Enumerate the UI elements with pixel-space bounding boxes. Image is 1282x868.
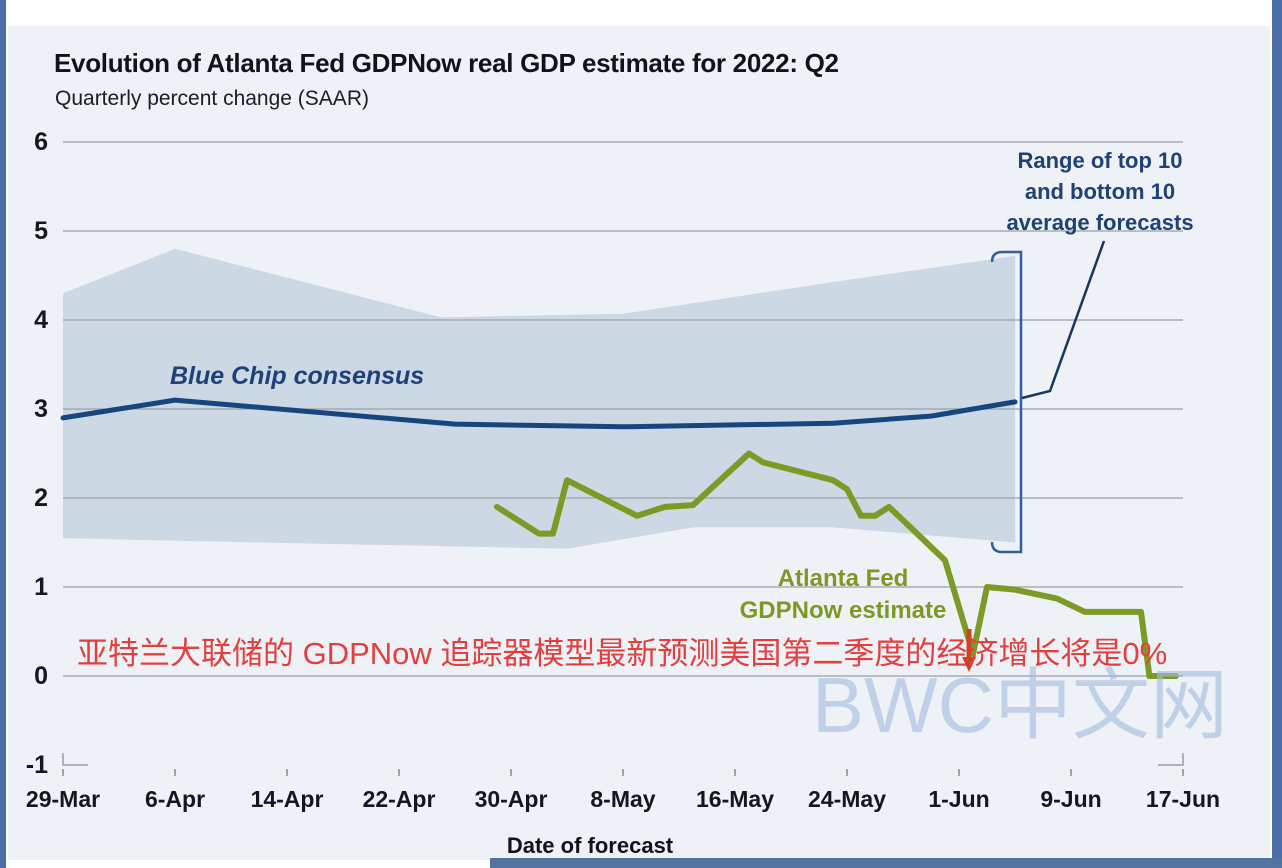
y-tick-label: 2 (34, 484, 48, 512)
range-annotation-line3: average forecasts (1006, 210, 1194, 235)
watermark: BWC中文网 (812, 661, 1228, 749)
x-axis-title: Date of forecast (506, 833, 674, 858)
range-annotation-line1: Range of top 10 (1017, 148, 1183, 173)
chart-subtitle: Quarterly percent change (SAAR) (55, 87, 369, 110)
y-tick-label: -1 (25, 751, 48, 779)
x-tick-label: 14-Apr (250, 786, 324, 812)
gdpnow-series-label: Atlanta Fed GDPNow estimate (728, 563, 958, 627)
x-tick-label: 16-May (696, 786, 774, 812)
range-band-annotation: Range of top 10 and bottom 10 average fo… (998, 145, 1202, 238)
y-tick-label: 0 (34, 662, 48, 690)
bottom-border-bar (490, 858, 1282, 868)
x-tick-label: 24-May (808, 786, 886, 812)
x-tick-label: 9-Jun (1040, 786, 1102, 812)
range-annotation-line2: and bottom 10 (1024, 179, 1176, 204)
x-tick-label: 30-Apr (474, 786, 548, 812)
chart-title: Evolution of Atlanta Fed GDPNow real GDP… (54, 48, 839, 78)
y-tick-label: 5 (34, 217, 48, 245)
x-tick-label: 29-Mar (25, 786, 101, 812)
x-tick-label: 17-Jun (1145, 786, 1221, 812)
gdpnow-label-line2: GDPNow estimate (739, 597, 947, 624)
y-tick-label: 3 (34, 395, 48, 423)
overlay-commentary-text: 亚特兰大联储的 GDPNow 追踪器模型最新预测美国第二季度的经济增长将是0% (77, 636, 1168, 671)
x-tick-label: 1-Jun (928, 786, 990, 812)
y-tick-label: 4 (34, 306, 48, 334)
blue-chip-series-label: Blue Chip consensus (170, 362, 425, 390)
y-tick-label: 1 (34, 573, 48, 601)
x-tick-label: 6-Apr (144, 786, 206, 812)
left-border-bar (0, 0, 6, 868)
y-tick-label: 6 (34, 128, 48, 156)
x-tick-label: 22-Apr (362, 786, 436, 812)
gdpnow-label-line1: Atlanta Fed (777, 565, 909, 592)
right-border-bar (1272, 0, 1282, 868)
x-tick-label: 8-May (590, 786, 656, 812)
